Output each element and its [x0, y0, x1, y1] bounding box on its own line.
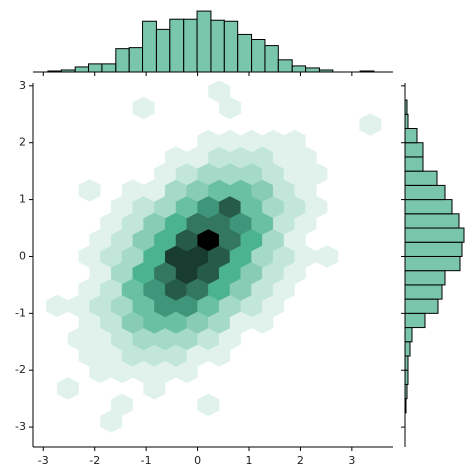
histogram-bar	[404, 341, 411, 357]
histogram-bar	[183, 18, 198, 73]
histogram-bar	[196, 10, 212, 73]
hex-cell	[143, 377, 166, 400]
hex-cell	[46, 294, 69, 318]
hex-cell	[110, 393, 133, 417]
y-tick-label: -3	[15, 420, 26, 433]
hex-cell	[359, 113, 382, 136]
histogram-bar	[404, 128, 418, 144]
hex-cell	[56, 377, 79, 400]
y-tick-label: 1	[19, 193, 26, 206]
hex-cell	[283, 129, 306, 153]
x-tick-label: 1	[246, 454, 253, 467]
histogram-bar	[264, 45, 279, 73]
x-tick-label: -3	[38, 454, 49, 467]
histogram-bar	[404, 298, 439, 314]
histogram-bar	[404, 156, 424, 172]
histogram-bar	[404, 199, 453, 215]
histogram-bar	[169, 18, 185, 73]
histogram-bar	[305, 67, 320, 73]
histogram-bar	[237, 33, 253, 73]
histogram-bar	[115, 48, 130, 73]
hex-cell	[197, 393, 220, 417]
y-tick-label: 0	[19, 249, 26, 262]
histogram-bar	[404, 170, 438, 186]
histogram-bar	[101, 63, 117, 73]
histogram-bar	[404, 227, 465, 243]
histogram-bar	[128, 47, 144, 73]
x-tick-label: 0	[194, 454, 201, 467]
histogram-bar	[404, 255, 461, 272]
x-tick-label: 3	[348, 454, 355, 467]
y-tick-label: -1	[15, 306, 26, 319]
y-tick-label: 3	[19, 79, 26, 92]
histogram-bar	[404, 284, 443, 300]
histogram-bar	[404, 142, 424, 158]
histogram-bar	[404, 241, 463, 257]
histogram-bar	[210, 19, 225, 73]
histogram-bar	[291, 65, 307, 73]
hex-cell	[78, 179, 101, 202]
histogram-bar	[277, 59, 293, 73]
histogram-bar	[404, 270, 446, 286]
histogram-bar	[404, 184, 446, 201]
x-tick-label: -2	[89, 454, 100, 467]
hex-cell	[208, 80, 231, 103]
y-tick-label: -2	[15, 363, 26, 376]
y-tick-label: 2	[19, 136, 26, 149]
hex-cell	[132, 96, 155, 120]
histogram-bar	[404, 327, 413, 343]
histogram-bar	[223, 20, 239, 73]
hex-cell	[316, 245, 339, 268]
histogram-bar	[88, 63, 103, 73]
histogram-bar	[142, 20, 157, 73]
x-tick-label: 2	[297, 454, 304, 467]
x-tick-label: -1	[141, 454, 152, 467]
histogram-bar	[404, 312, 426, 329]
histogram-bar	[155, 28, 171, 73]
histogram-bar	[74, 66, 90, 73]
histogram-bar	[404, 213, 460, 229]
histogram-bar	[251, 39, 266, 73]
